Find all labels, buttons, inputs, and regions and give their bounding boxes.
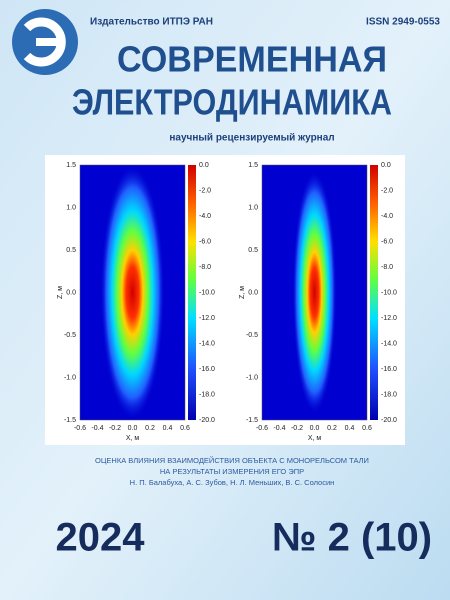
colorbar-tick-label: -16.0 bbox=[199, 366, 215, 373]
heatmap-field bbox=[100, 164, 165, 421]
subtitle: научный рецензируемый журнал bbox=[169, 133, 334, 144]
x-axis-label: X, м bbox=[126, 435, 140, 442]
z-tick-label: -1.5 bbox=[246, 417, 258, 424]
x-tick-label: -0.2 bbox=[291, 425, 303, 432]
logo bbox=[12, 9, 78, 75]
z-tick-label: -1.5 bbox=[64, 417, 76, 424]
x-tick-label: 0.4 bbox=[345, 425, 355, 432]
colorbar bbox=[188, 165, 196, 420]
colorbar-tick-label: -18.0 bbox=[381, 391, 397, 398]
z-tick-label: 0.5 bbox=[248, 247, 258, 254]
z-tick-label: -0.5 bbox=[246, 332, 258, 339]
year: 2024 bbox=[56, 516, 146, 560]
colorbar-tick-label: -4.0 bbox=[199, 213, 211, 220]
plot-frame bbox=[79, 164, 186, 421]
issn: ISSN 2949-0553 bbox=[366, 17, 440, 28]
publisher: Издательство ИТПЭ РАН bbox=[90, 17, 213, 28]
x-tick-label: -0.6 bbox=[74, 425, 86, 432]
x-tick-label: -0.4 bbox=[91, 425, 103, 432]
colorbar-tick-label: -2.0 bbox=[381, 187, 393, 194]
colorbar-tick-label: -8.0 bbox=[199, 264, 211, 271]
colorbar-tick-label: -8.0 bbox=[381, 264, 393, 271]
colorbar-tick-label: -20.0 bbox=[381, 417, 397, 424]
x-tick-label: 0.0 bbox=[310, 425, 320, 432]
x-tick-label: 0.0 bbox=[128, 425, 138, 432]
heatmap-field bbox=[292, 170, 337, 415]
z-tick-label: 0.0 bbox=[248, 289, 258, 296]
colorbar-tick-label: -6.0 bbox=[199, 238, 211, 245]
x-tick-label: 0.4 bbox=[163, 425, 173, 432]
z-tick-label: 1.0 bbox=[66, 204, 76, 211]
x-tick-label: 0.2 bbox=[327, 425, 337, 432]
z-tick-label: -1.0 bbox=[64, 374, 76, 381]
colorbar-tick-label: -16.0 bbox=[381, 366, 397, 373]
colorbar-tick-label: -12.0 bbox=[199, 315, 215, 322]
z-tick-label: 0.5 bbox=[66, 247, 76, 254]
z-tick-label: 1.5 bbox=[66, 162, 76, 169]
x-tick-label: -0.6 bbox=[256, 425, 268, 432]
z-axis-label: Z, м bbox=[239, 286, 246, 299]
article-title: НА РЕЗУЛЬТАТЫ ИЗМЕРЕНИЯ ЕГО ЭПР bbox=[160, 467, 304, 476]
journal-title: ЭЛЕКТРОДИНАМИКА bbox=[72, 82, 392, 123]
colorbar-tick-label: 0.0 bbox=[381, 162, 391, 169]
x-tick-label: 0.2 bbox=[145, 425, 155, 432]
colorbar-tick-label: -12.0 bbox=[381, 315, 397, 322]
colorbar-tick-label: -4.0 bbox=[381, 213, 393, 220]
z-tick-label: 1.5 bbox=[248, 162, 258, 169]
x-tick-label: -0.4 bbox=[273, 425, 285, 432]
z-tick-label: -1.0 bbox=[246, 374, 258, 381]
z-tick-label: -0.5 bbox=[64, 332, 76, 339]
colorbar-tick-label: 0.0 bbox=[199, 162, 209, 169]
x-tick-label: 0.6 bbox=[180, 425, 190, 432]
x-axis-label: X, м bbox=[308, 435, 322, 442]
colorbar-tick-label: -14.0 bbox=[381, 340, 397, 347]
colorbar-tick-label: -6.0 bbox=[381, 238, 393, 245]
colorbar-tick-label: -18.0 bbox=[199, 391, 215, 398]
issue: № 2 (10) bbox=[272, 516, 432, 560]
z-tick-label: 0.0 bbox=[66, 289, 76, 296]
journal-title: СОВРЕМЕННАЯ bbox=[117, 39, 387, 80]
colorbar-tick-label: -10.0 bbox=[199, 289, 215, 296]
x-tick-label: 0.6 bbox=[362, 425, 372, 432]
z-tick-label: 1.0 bbox=[248, 204, 258, 211]
article-title: ОЦЕНКА ВЛИЯНИЯ ВЗАИМОДЕЙСТВИЯ ОБЪЕКТА С … bbox=[95, 456, 369, 465]
plot-frame bbox=[261, 164, 368, 421]
colorbar-tick-label: -20.0 bbox=[199, 417, 215, 424]
authors: Н. П. Балабуха, А. С. Зубов, Н. Л. Меньш… bbox=[130, 478, 335, 487]
x-tick-label: -0.2 bbox=[109, 425, 121, 432]
colorbar-tick-label: -2.0 bbox=[199, 187, 211, 194]
z-axis-label: Z, м bbox=[57, 286, 64, 299]
colorbar bbox=[370, 165, 378, 420]
colorbar-tick-label: -10.0 bbox=[381, 289, 397, 296]
colorbar-tick-label: -14.0 bbox=[199, 340, 215, 347]
